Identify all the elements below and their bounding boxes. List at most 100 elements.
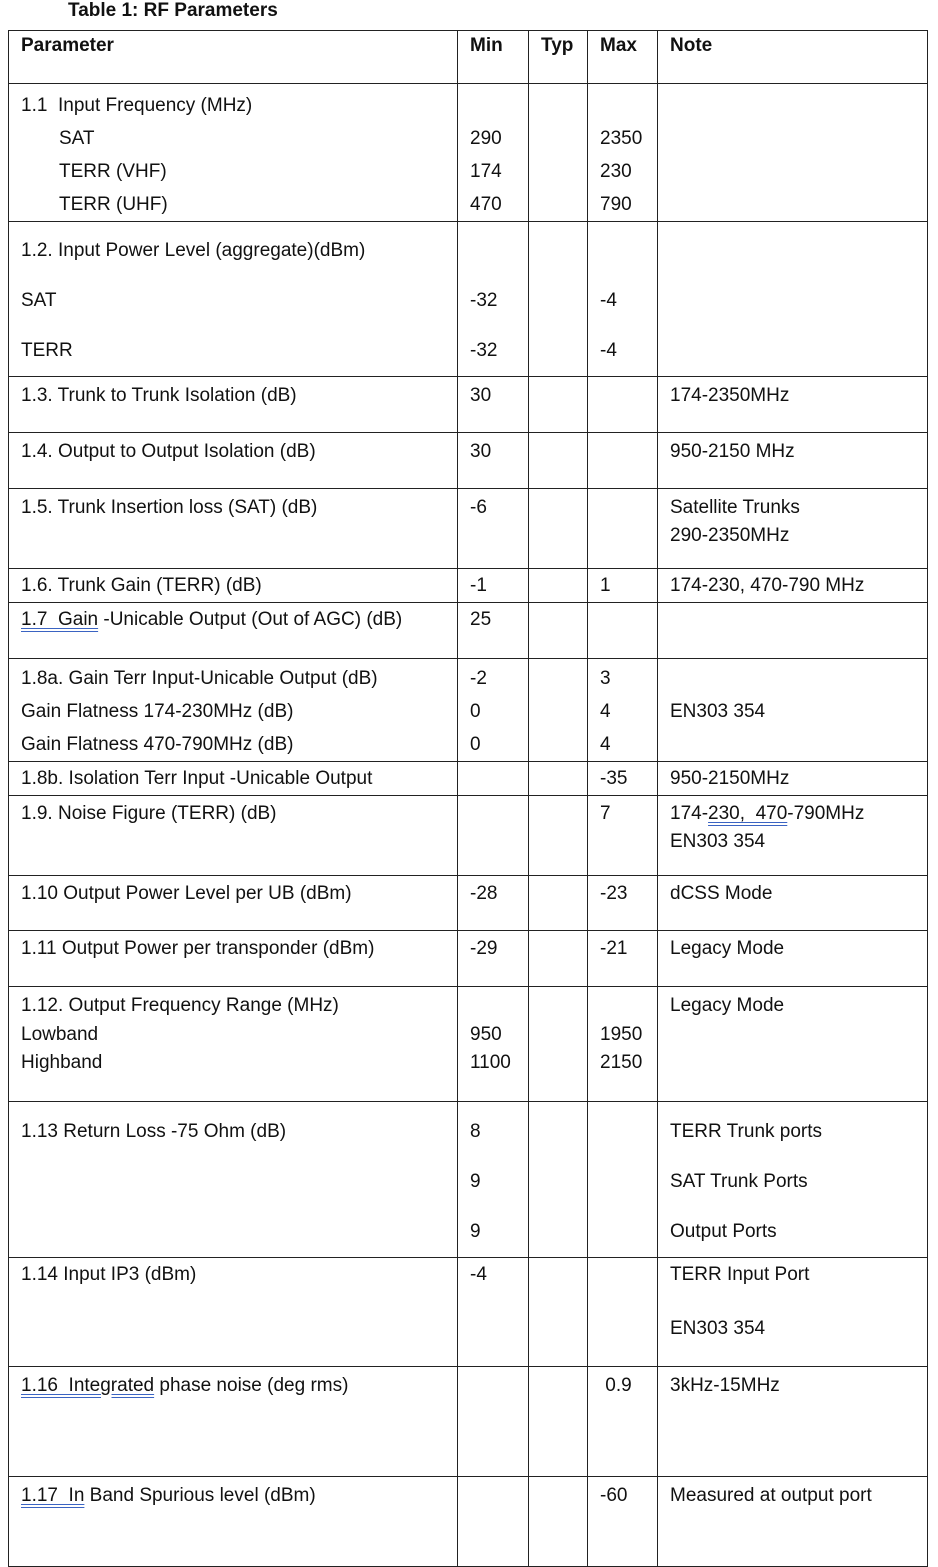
max-cell: -4 -4	[587, 221, 658, 377]
param-cell: 1.10 Output Power Level per UB (dBm)	[8, 875, 458, 931]
max-line	[600, 89, 647, 122]
table-row: 1.17 In Band Spurious level (dBm) -60 Meas…	[8, 1476, 928, 1567]
note-line: SAT Trunk Ports	[670, 1171, 808, 1192]
param-cell: 1.8a. Gain Terr Input-Unicable Output (d…	[8, 658, 458, 762]
min-line	[470, 226, 518, 276]
max-cell	[587, 376, 658, 433]
param-line: 1.17 In Band Spurious level (dBm)	[21, 1482, 447, 1510]
max-cell: 1	[587, 568, 658, 603]
typ-cell	[528, 795, 588, 876]
param-line: SAT	[21, 290, 57, 311]
max-line: -35	[600, 768, 628, 789]
min-line: 290	[470, 128, 502, 149]
note-line: Output Ports	[670, 1221, 777, 1242]
note-line: 290-2350MHz	[670, 525, 790, 546]
note-cell: Legacy Mode	[657, 930, 928, 987]
typ-cell	[528, 432, 588, 489]
max-cell: -23	[587, 875, 658, 931]
param-cell: 1.2. Input Power Level (aggregate)(dBm) S…	[8, 221, 458, 377]
table-row: 1.9. Noise Figure (TERR) (dB) 7 174-230, 4…	[8, 795, 928, 876]
param-line: 1.2. Input Power Level (aggregate)(dBm)	[21, 240, 366, 261]
note-cell: EN303 354	[657, 658, 928, 762]
header-min: Min	[457, 30, 529, 84]
max-line: 4	[600, 701, 611, 722]
table-title: Table 1: RF Parameters	[68, 0, 278, 21]
note-cell: TERR Input Port EN303 354	[657, 1257, 928, 1367]
param-line: 1.16 Integrated phase noise (deg rms)	[21, 1372, 447, 1400]
table-row: 1.8b. Isolation Terr Input -Unicable Out…	[8, 761, 928, 796]
note-line: 174-2350MHz	[670, 385, 790, 406]
underlined-text: 1.17 In	[21, 1485, 85, 1506]
note-cell: 174-230, 470-790 MHz	[657, 568, 928, 603]
note-cell	[657, 221, 928, 377]
max-line: 7	[600, 803, 611, 824]
note-cell: 174-2350MHz	[657, 376, 928, 433]
min-line	[470, 992, 518, 1021]
table-row: 1.12. Output Frequency Range (MHz) Lowban…	[8, 986, 928, 1102]
note-cell: 3kHz-15MHz	[657, 1366, 928, 1477]
param-line: TERR	[21, 340, 73, 361]
param-cell: 1.12. Output Frequency Range (MHz) Lowban…	[8, 986, 458, 1102]
min-line: -29	[470, 938, 498, 959]
text: phase noise (deg rms)	[154, 1375, 349, 1396]
note-cell: 174-230, 470-790MHz EN303 354	[657, 795, 928, 876]
note-line: 3kHz-15MHz	[670, 1375, 780, 1396]
param-cell: 1.3. Trunk to Trunk Isolation (dB)	[8, 376, 458, 433]
param-line: 1.9. Noise Figure (TERR) (dB)	[21, 803, 277, 824]
min-line: -4	[470, 1264, 487, 1285]
table-row: 1.2. Input Power Level (aggregate)(dBm) S…	[8, 221, 928, 377]
min-line: 0	[470, 701, 481, 722]
header-note: Note	[657, 30, 928, 84]
min-cell	[457, 761, 529, 796]
typ-cell	[528, 761, 588, 796]
note-line: 174-230, 470-790MHz	[670, 800, 917, 828]
param-line: 1.11 Output Power per transponder (dBm)	[21, 938, 375, 959]
param-line: 1.14 Input IP3 (dBm)	[21, 1264, 197, 1285]
typ-cell	[528, 376, 588, 433]
max-line	[600, 226, 647, 276]
min-line	[470, 89, 518, 122]
max-line: 1	[600, 575, 611, 596]
max-cell: 3 4 4	[587, 658, 658, 762]
min-line: -2	[470, 668, 487, 689]
min-line: 30	[470, 385, 492, 406]
note-line: Legacy Mode	[670, 995, 785, 1016]
max-line: 2350	[600, 128, 643, 149]
param-line: 1.8b. Isolation Terr Input -Unicable Out…	[21, 768, 373, 789]
table-row: 1.5. Trunk Insertion loss (SAT) (dB) -6 Sa…	[8, 488, 928, 569]
max-cell: 2350 230 790	[587, 83, 658, 222]
note-line: Measured at output port	[670, 1485, 872, 1506]
param-cell: 1.14 Input IP3 (dBm)	[8, 1257, 458, 1367]
note-line: Legacy Mode	[670, 938, 785, 959]
rf-parameters-table: Parameter Min Typ Max Note 1.1 Input Fre…	[8, 30, 928, 1567]
note-cell: Satellite Trunks 290-2350MHz	[657, 488, 928, 569]
param-cell: 1.9. Noise Figure (TERR) (dB)	[8, 795, 458, 876]
max-cell: -35	[587, 761, 658, 796]
min-cell: -29	[457, 930, 529, 987]
param-line: Highband	[21, 1052, 103, 1073]
note-line: 950-2150MHz	[670, 768, 790, 789]
max-cell: 7	[587, 795, 658, 876]
max-line: 4	[600, 734, 611, 755]
table-row: 1.8a. Gain Terr Input-Unicable Output (d…	[8, 658, 928, 762]
param-cell: 1.1 Input Frequency (MHz) SAT TERR (VHF) TE…	[8, 83, 458, 222]
max-line: -23	[600, 883, 628, 904]
header-row: Parameter Min Typ Max Note	[8, 30, 928, 84]
note-line	[670, 1288, 917, 1315]
param-cell: 1.11 Output Power per transponder (dBm)	[8, 930, 458, 987]
typ-cell	[528, 1476, 588, 1567]
typ-cell	[528, 1366, 588, 1477]
min-line: 0	[470, 734, 481, 755]
note-line: dCSS Mode	[670, 883, 773, 904]
text: -Unicable Output (Out of AGC) (dB)	[98, 609, 403, 630]
param-line: 1.12. Output Frequency Range (MHz)	[21, 995, 339, 1016]
param-line: Gain Flatness 174-230MHz (dB)	[21, 701, 294, 722]
note-cell: Legacy Mode	[657, 986, 928, 1102]
max-line	[600, 992, 647, 1021]
min-cell: 950 1100	[457, 986, 529, 1102]
param-line: 1.6. Trunk Gain (TERR) (dB)	[21, 575, 262, 596]
note-line: 950-2150 MHz	[670, 441, 795, 462]
param-line: 1.13 Return Loss -75 Ohm (dB)	[21, 1121, 287, 1142]
param-line: 1.1 Input Frequency (MHz)	[21, 95, 253, 116]
max-cell: 0.9	[587, 1366, 658, 1477]
